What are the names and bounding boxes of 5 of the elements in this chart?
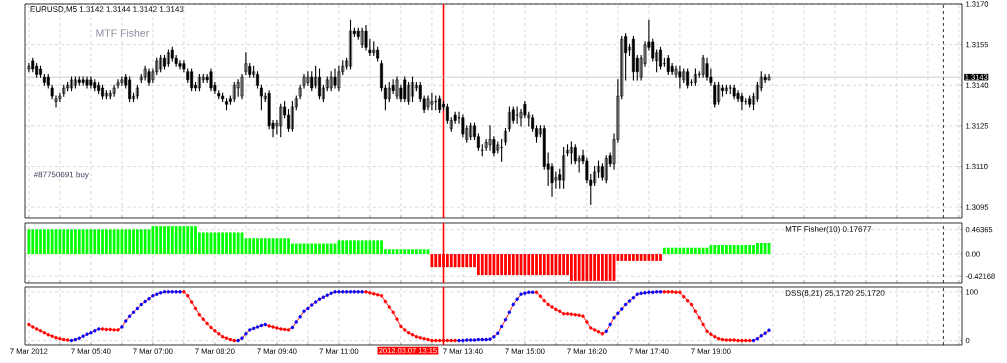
chart-title: MTF Fisher(10) 0.17677: [785, 225, 871, 234]
text: MTF Fisher: [96, 29, 150, 37]
chart-title: DSS(8,21) 25.1720 25.1720: [785, 289, 885, 298]
chart-title: EURUSD,M5 1.3142 1.3144 1.3142 1.3143: [30, 6, 184, 13]
annotation: #87750691 buy: [33, 171, 89, 179]
